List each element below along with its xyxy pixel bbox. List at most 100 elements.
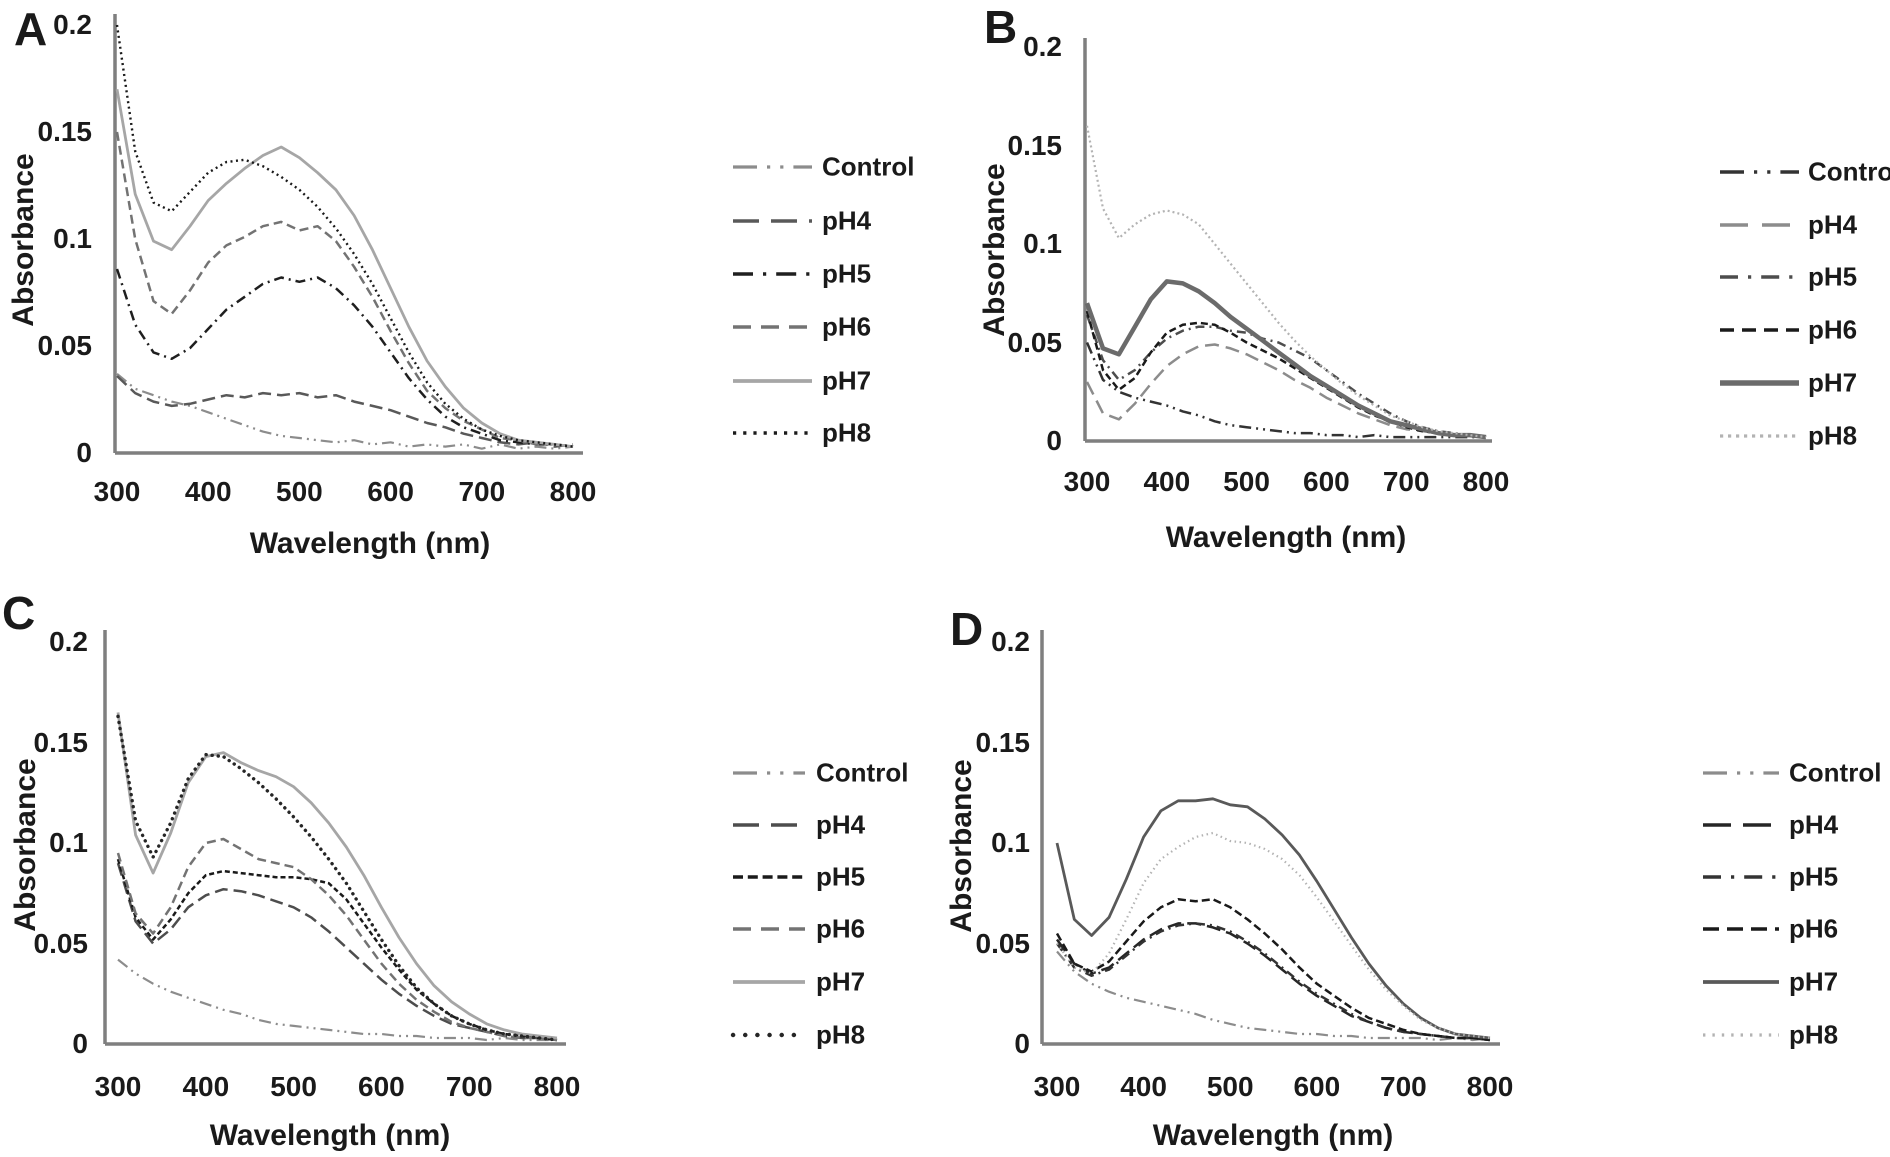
legend-label-ph5: pH5 [1808,261,1858,292]
series-line-ph5 [115,268,574,448]
panel-b-label: B [984,1,1018,53]
y-tick-label-0_1: 0.1 [1023,228,1062,259]
y-tick-label-0: 0 [72,1028,88,1059]
legend-label-ph4: pH4 [822,205,872,236]
x-axis-title: Wavelength (nm) [1165,521,1407,554]
series-line-control [116,372,574,450]
x-tick-label-300: 300 [94,1071,142,1102]
y-tick-label-0_15: 0.15 [1007,129,1063,161]
series-line-control [1056,950,1491,1042]
series-line-ph7 [116,712,558,1040]
legend-label-ph6: pH6 [822,311,872,342]
series-line-ph7 [1084,279,1487,440]
legend-label-ph5: pH5 [822,258,872,289]
legend-label-control: Control [816,757,909,788]
legend-label-ph4: pH4 [1808,209,1858,240]
legend-label-ph8: pH8 [822,417,872,448]
series-line-control [117,958,557,1042]
y-tick-label-0_05: 0.05 [1007,326,1063,358]
x-tick-label-300: 300 [93,476,141,507]
panel-c-label: C [2,587,36,639]
legend-label-ph5: pH5 [1789,861,1839,892]
y-tick-label-0_1: 0.1 [53,223,92,254]
y-tick-label-0: 0 [1046,425,1062,456]
legend-label-ph4: pH4 [816,809,866,840]
y-tick-label-0_2: 0.2 [53,9,92,40]
legend-label-control: Control [822,151,915,182]
x-tick-label-700: 700 [1382,466,1430,497]
legend-label-ph8: pH8 [1789,1019,1839,1050]
y-axis-title: Absorbance [9,758,42,932]
series-line-ph6 [115,131,574,448]
y-tick-label-0: 0 [76,437,92,468]
y-tick-label-0_2: 0.2 [1023,31,1062,62]
y-tick-label-0_05: 0.05 [975,927,1031,959]
x-tick-label-600: 600 [1293,1071,1341,1102]
legend-label-control: Control [1808,156,1890,187]
legend-label-ph5: pH5 [816,861,866,892]
x-tick-label-800: 800 [533,1071,581,1102]
legend-label-ph8: pH8 [1808,420,1858,451]
legend-label-ph7: pH7 [1789,966,1839,997]
legend-label-ph6: pH6 [1789,913,1839,944]
y-tick-label-0_05: 0.05 [37,330,93,361]
series-line-ph6 [1055,898,1491,1042]
series-line-ph4 [1085,343,1487,439]
series-line-ph7 [1055,797,1491,1040]
series-line-ph8 [1056,831,1491,1040]
x-axis-title: Wavelength (nm) [249,527,491,560]
series-line-ph4 [1055,922,1491,1042]
series-line-ph8 [115,24,574,448]
x-tick-label-400: 400 [184,476,232,507]
series-line-ph5 [116,858,558,1042]
legend-label-ph7: pH7 [816,966,866,997]
x-tick-label-600: 600 [1303,466,1350,497]
series-line-ph4 [116,375,574,448]
series-line-ph8 [1085,125,1487,439]
y-axis-title: Absorbance [978,163,1011,337]
x-tick-label-300: 300 [1033,1071,1081,1102]
y-axis-title: Absorbance [7,153,40,327]
y-tick-label-0_15: 0.15 [37,116,93,147]
x-axis-title: Wavelength (nm) [1152,1119,1394,1152]
series-line-ph5 [1055,922,1491,1042]
y-tick-label-0_1: 0.1 [49,827,88,858]
x-axis-title: Wavelength (nm) [209,1119,451,1152]
x-tick-label-800: 800 [1466,1071,1514,1102]
legend-label-ph6: pH6 [816,913,866,944]
y-tick-label-0_1: 0.1 [991,827,1030,858]
series-line-ph7 [115,88,574,448]
y-tick-label-0_2: 0.2 [49,626,88,657]
series-line-ph8 [116,714,559,1042]
legend-label-ph4: pH4 [1789,809,1839,840]
x-tick-label-800: 800 [1462,466,1510,497]
series-line-ph6 [116,837,558,1042]
x-tick-label-600: 600 [367,476,414,507]
series-line-ph6 [1085,310,1487,439]
series-line-control [1085,342,1486,439]
x-tick-label-400: 400 [1120,1071,1167,1102]
panel-a-label: A [14,3,48,55]
legend-label-ph7: pH7 [822,365,872,396]
series-line-ph5 [1085,314,1487,439]
x-tick-label-500: 500 [270,1071,317,1102]
legend-label-ph8: pH8 [816,1019,866,1050]
x-tick-label-600: 600 [358,1071,405,1102]
x-tick-label-400: 400 [1143,466,1191,497]
x-tick-label-500: 500 [1206,1071,1254,1102]
legend-label-ph6: pH6 [1808,314,1858,345]
panel-d-label: D [950,603,984,655]
y-tick-label-0: 0 [1014,1028,1030,1059]
x-tick-label-500: 500 [1223,466,1270,497]
y-tick-label-0_2: 0.2 [991,626,1030,657]
y-tick-label-0_05: 0.05 [33,927,89,959]
